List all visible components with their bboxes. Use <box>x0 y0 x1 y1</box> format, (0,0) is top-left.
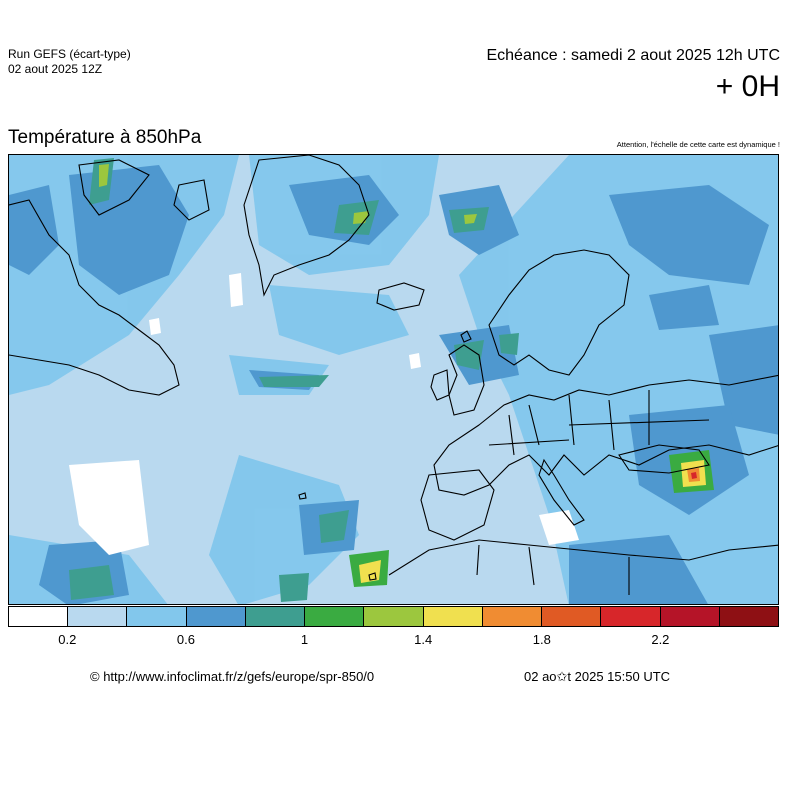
legend-swatch <box>305 607 365 626</box>
legend-swatch <box>601 607 661 626</box>
ireland-outline <box>430 369 450 401</box>
britain-outline <box>448 344 485 416</box>
map-title: Température à 850hPa <box>8 127 202 148</box>
black-sea-outline <box>618 444 710 474</box>
legend-swatch <box>542 607 602 626</box>
forecast-map <box>8 154 779 605</box>
legend-swatch <box>482 607 543 626</box>
legend-swatch <box>719 607 779 626</box>
forecast-valid-time: Echéance : samedi 2 aout 2025 12h UTC <box>486 47 780 64</box>
legend-swatch <box>186 607 246 626</box>
run-label: Run GEFS (écart-type) <box>8 47 131 61</box>
legend-swatch <box>127 607 187 626</box>
forecast-offset: + 0H <box>715 70 780 103</box>
italy-outline <box>538 458 585 526</box>
map-canvas <box>9 155 778 604</box>
iberia-outline <box>420 469 495 541</box>
legend-tick-label: 0.6 <box>176 632 195 647</box>
coastlines <box>9 155 778 595</box>
legend-swatch <box>660 607 720 626</box>
scandinavia-outline <box>488 249 630 376</box>
greenland-outline <box>243 155 370 297</box>
legend-swatch <box>68 607 128 626</box>
color-scale-legend <box>8 606 779 627</box>
legend-swatch <box>364 607 424 626</box>
legend-tick-label: 1.8 <box>532 632 551 647</box>
legend-tick-label: 0.2 <box>58 632 77 647</box>
canada-outline <box>9 199 180 396</box>
dynamic-scale-warning: Attention, l'échelle de cette carte est … <box>616 140 780 149</box>
legend-swatch <box>9 607 69 626</box>
legend-tick-label: 1.4 <box>414 632 433 647</box>
legend-tick-label: 1 <box>300 632 309 647</box>
legend-tick-label: 2.2 <box>651 632 670 647</box>
legend-swatch <box>423 607 483 626</box>
europe-outline <box>433 374 778 496</box>
north-africa-outline <box>388 539 778 576</box>
run-date: 02 aout 2025 12Z <box>8 62 103 76</box>
legend-swatch <box>245 607 306 626</box>
iceland-outline <box>376 282 425 311</box>
source-url[interactable]: © http://www.infoclimat.fr/z/gefs/europe… <box>90 669 375 684</box>
generated-timestamp: 02 ao✩t 2025 15:50 UTC <box>524 669 671 684</box>
